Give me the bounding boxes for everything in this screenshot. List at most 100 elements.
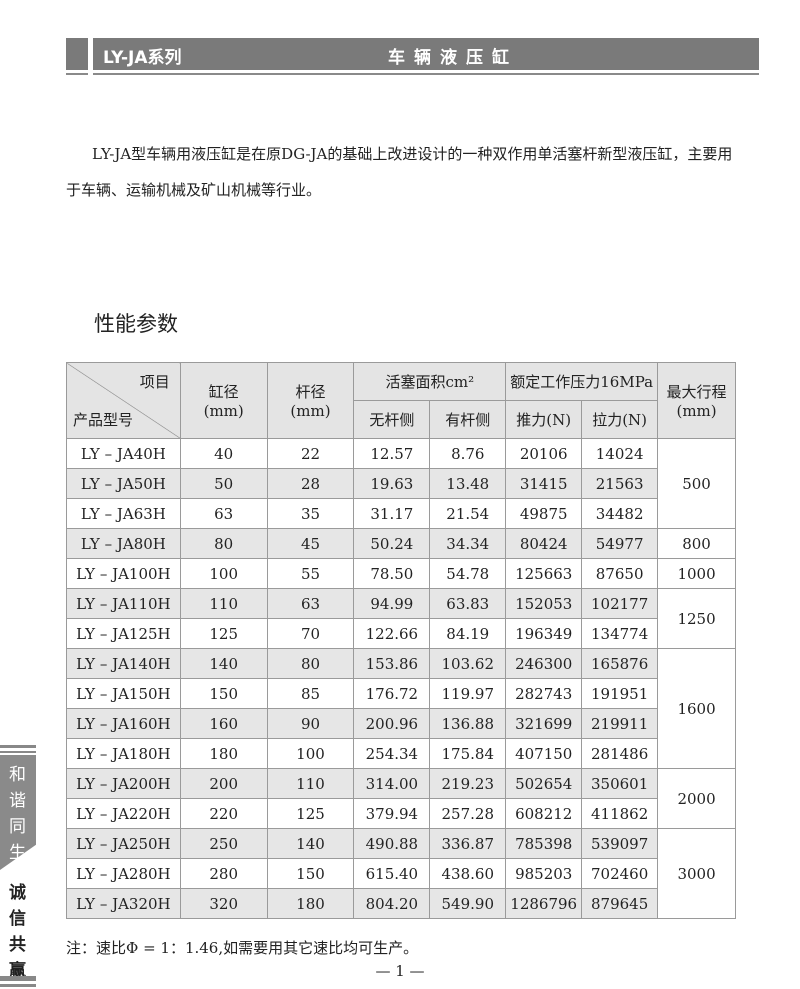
side-decor-bar (0, 745, 36, 748)
table-row: LY – JA40H 40 22 12.57 8.76 20106 14024 500 (66, 438, 736, 529)
stroke-cell: 1250 (657, 588, 736, 649)
value-cell: 282743 (505, 678, 583, 709)
model-cell: LY – JA50H (66, 468, 181, 499)
value-cell: 985203 (505, 858, 583, 889)
header-title: 车辆液压缸 (388, 48, 518, 68)
value-cell: 246300 (505, 648, 583, 679)
model-cell: LY – JA110H (66, 588, 181, 619)
header-pull: 拉力(N) (581, 400, 659, 439)
value-cell: 219.23 (429, 768, 507, 799)
value-cell: 100 (179, 558, 268, 589)
model-cell: LY – JA320H (66, 888, 181, 919)
model-cell: LY – JA125H (66, 618, 181, 649)
side-decor-bar (0, 976, 36, 981)
value-cell: 549.90 (429, 888, 507, 919)
value-cell: 70 (266, 618, 355, 649)
value-cell: 804.20 (353, 888, 431, 919)
value-cell: 438.60 (429, 858, 507, 889)
table-row: LY – JA125H 125 70 122.66 84.19 196349 134774 (66, 618, 736, 649)
header-bar: LY-JA系列 车辆液压缸 (93, 38, 759, 70)
value-cell: 320 (179, 888, 268, 919)
value-cell: 35 (266, 498, 355, 529)
table-row: LY – JA280H 280 150 615.40 438.60 985203 70246… (66, 858, 736, 889)
model-cell: LY – JA200H (66, 768, 181, 799)
table-row: LY – JA180H 180 100 254.34 175.84 407150 28148… (66, 738, 736, 769)
table-row: LY – JA110H 110 63 94.99 63.83 152053 102177 12… (66, 588, 736, 649)
value-cell: 502654 (505, 768, 583, 799)
value-cell: 250 (179, 828, 268, 859)
value-cell: 165876 (581, 648, 659, 679)
value-cell: 22 (266, 438, 355, 469)
value-cell: 608212 (505, 798, 583, 829)
header-series: LY-JA系列 (103, 48, 182, 68)
side-slogan-1: 和谐同生 (9, 765, 26, 863)
value-cell: 102177 (581, 588, 659, 619)
value-cell: 150 (266, 858, 355, 889)
value-cell: 21.54 (429, 498, 507, 529)
value-cell: 54977 (581, 528, 659, 559)
value-cell: 490.88 (353, 828, 431, 859)
value-cell: 219911 (581, 708, 659, 739)
header-divider (93, 73, 759, 75)
value-cell: 140 (266, 828, 355, 859)
value-cell: 196349 (505, 618, 583, 649)
header-pressure: 额定工作压力16MPa (505, 362, 659, 401)
model-cell: LY – JA150H (66, 678, 181, 709)
model-cell: LY – JA160H (66, 708, 181, 739)
model-cell: LY – JA180H (66, 738, 181, 769)
value-cell: 8.76 (429, 438, 507, 469)
value-cell: 152053 (505, 588, 583, 619)
value-cell: 314.00 (353, 768, 431, 799)
value-cell: 78.50 (353, 558, 431, 589)
value-cell: 19.63 (353, 468, 431, 499)
value-cell: 34.34 (429, 528, 507, 559)
side-slogan-2: 诚信共赢 (9, 883, 26, 981)
value-cell: 50 (179, 468, 268, 499)
value-cell: 31415 (505, 468, 583, 499)
value-cell: 134774 (581, 618, 659, 649)
value-cell: 254.34 (353, 738, 431, 769)
value-cell: 31.17 (353, 498, 431, 529)
value-cell: 879645 (581, 888, 659, 919)
header-push: 推力(N) (505, 400, 583, 439)
side-decor-bar (0, 751, 36, 753)
value-cell: 63.83 (429, 588, 507, 619)
table-row: LY – JA250H 250 140 490.88 336.87 785398 53909… (66, 828, 736, 919)
header-tab (66, 38, 88, 70)
value-cell: 80 (179, 528, 268, 559)
value-cell: 55 (266, 558, 355, 589)
value-cell: 379.94 (353, 798, 431, 829)
value-cell: 200 (179, 768, 268, 799)
value-cell: 125 (179, 618, 268, 649)
value-cell: 103.62 (429, 648, 507, 679)
value-cell: 539097 (581, 828, 659, 859)
value-cell: 28 (266, 468, 355, 499)
value-cell: 785398 (505, 828, 583, 859)
model-cell: LY – JA63H (66, 498, 181, 529)
value-cell: 110 (179, 588, 268, 619)
stroke-cell: 1600 (657, 648, 736, 769)
value-cell: 100 (266, 738, 355, 769)
value-cell: 94.99 (353, 588, 431, 619)
value-cell: 84.19 (429, 618, 507, 649)
value-cell: 321699 (505, 708, 583, 739)
intro-paragraph: LY-JA型车辆用液压缸是在原DG-JA的基础上改进设计的一种双作用单活塞杆新型… (66, 145, 733, 199)
model-cell: LY – JA220H (66, 798, 181, 829)
value-cell: 110 (266, 768, 355, 799)
value-cell: 407150 (505, 738, 583, 769)
table-row: LY – JA320H 320 180 804.20 549.90 1286796 8796… (66, 888, 736, 919)
value-cell: 350601 (581, 768, 659, 799)
value-cell: 80424 (505, 528, 583, 559)
value-cell: 14024 (581, 438, 659, 469)
value-cell: 63 (179, 498, 268, 529)
value-cell: 136.88 (429, 708, 507, 739)
value-cell: 45 (266, 528, 355, 559)
model-cell: LY – JA280H (66, 858, 181, 889)
value-cell: 702460 (581, 858, 659, 889)
table-row: LY – JA100H 100 55 78.50 54.78 125663 87650 100… (66, 558, 736, 589)
performance-table: 项目 产品型号 缸径 (mm) 杆径 (mm) 活塞面积cm² 额定工作压力16… (66, 362, 736, 919)
table-row: LY – JA150H 150 85 176.72 119.97 282743 191951 (66, 678, 736, 709)
value-cell: 150 (179, 678, 268, 709)
header-bore: 缸径 (mm) (179, 362, 268, 439)
value-cell: 21563 (581, 468, 659, 499)
